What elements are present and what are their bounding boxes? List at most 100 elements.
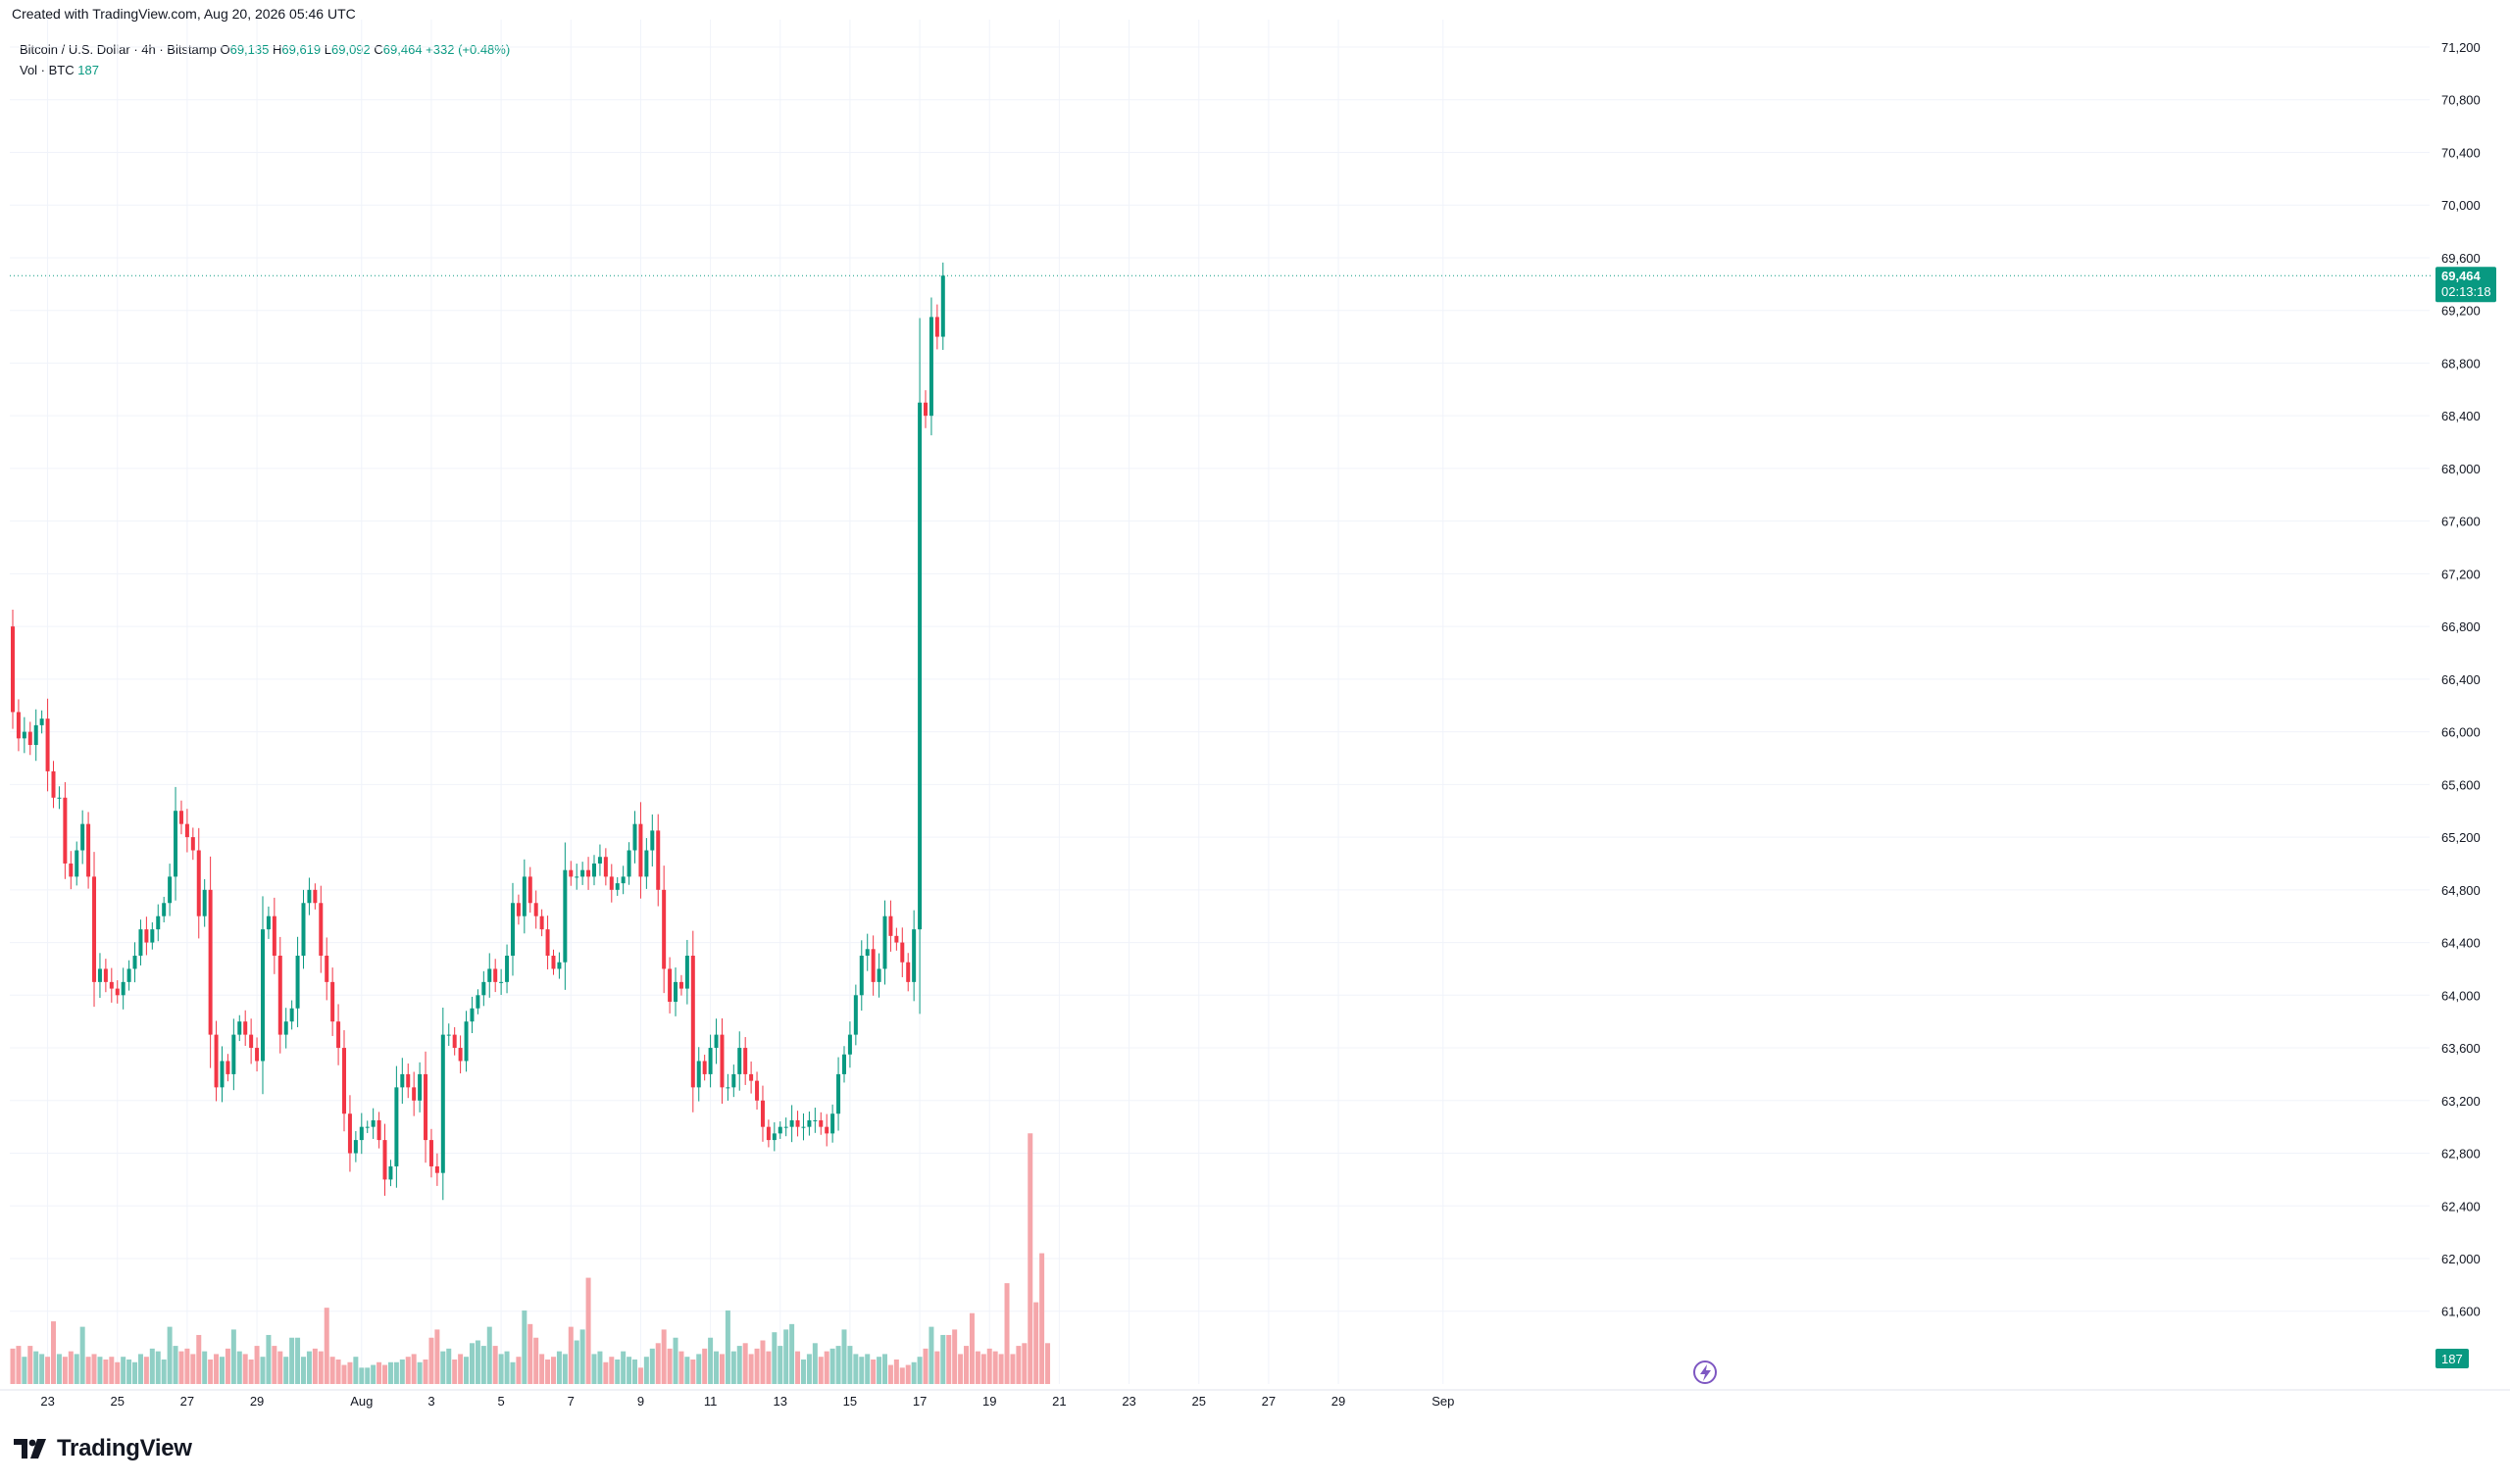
price-tick-label: 62,800 <box>2441 1147 2481 1162</box>
candle-body <box>39 718 44 725</box>
candle-body <box>743 1048 748 1074</box>
volume-bar <box>341 1364 347 1384</box>
volume-bar <box>1022 1343 1028 1384</box>
candle-body <box>45 718 50 771</box>
candle-body <box>900 942 905 963</box>
volume-bar <box>533 1337 539 1384</box>
candle-body <box>220 1061 225 1088</box>
time-axis[interactable]: 23 25 27 29 Aug 3 5 7 9 11 13 15 17 19 21 23 25 27 29 Sep <box>0 1389 2510 1409</box>
volume-bar <box>969 1312 975 1384</box>
candle-body <box>109 981 114 989</box>
volume-bar <box>510 1361 516 1384</box>
volume-bar <box>121 1357 126 1384</box>
volume-bar <box>958 1354 964 1384</box>
candle-body <box>720 1034 725 1088</box>
symbol-title[interactable]: Bitcoin / U.S. Dollar · 4h · Bitstamp <box>20 42 217 57</box>
volume-bar <box>371 1364 376 1384</box>
volume-bar <box>964 1346 970 1384</box>
candle-body <box>272 915 276 956</box>
candle-body <box>575 876 579 878</box>
volume-bar <box>452 1359 458 1384</box>
candle-body <box>940 275 945 337</box>
volume-bar <box>615 1359 621 1384</box>
volume-bar <box>196 1334 202 1384</box>
volume-label[interactable]: Vol · BTC <box>20 63 75 77</box>
volume-bar <box>940 1334 946 1384</box>
candle-body <box>27 731 32 746</box>
price-axis[interactable]: 71,200 70,800 70,400 70,000 69,600 69,200 68,8… <box>2441 40 2481 1319</box>
volume-bar <box>423 1359 428 1384</box>
candle-body <box>557 962 562 969</box>
candle-body <box>103 968 108 982</box>
volume-bar <box>289 1337 295 1384</box>
candle-body <box>609 876 614 890</box>
candle-body <box>277 956 282 1035</box>
volume-bar <box>393 1361 399 1384</box>
volume-bars <box>10 1133 1051 1384</box>
tradingview-logo[interactable]: TradingView <box>14 1435 192 1462</box>
volume-bar <box>877 1357 882 1384</box>
candle-body <box>783 1126 788 1128</box>
candle-body <box>749 1073 754 1081</box>
candle-body <box>295 956 300 1009</box>
candle-body <box>668 968 673 1003</box>
volume-bar <box>214 1354 220 1384</box>
lightning-icon[interactable] <box>1693 1360 1717 1384</box>
candle-body <box>847 1034 852 1055</box>
volume-bar <box>347 1361 353 1384</box>
time-tick-label: 19 <box>982 1394 996 1409</box>
volume-bar <box>469 1343 475 1384</box>
volume-bar <box>708 1337 714 1384</box>
candle-body <box>255 1048 260 1062</box>
candle-body <box>382 1140 387 1180</box>
volume-bar <box>365 1367 371 1384</box>
volume-bar <box>859 1357 865 1384</box>
candle-body <box>569 869 574 877</box>
candle-body <box>522 876 527 916</box>
volume-bar <box>812 1343 818 1384</box>
candle-body <box>80 823 85 851</box>
volume-bar <box>173 1346 178 1384</box>
volume-bar <box>760 1340 766 1384</box>
volume-bar <box>10 1348 16 1384</box>
candle-body <box>603 857 608 877</box>
high-label: H <box>272 42 282 57</box>
candle-body <box>487 968 492 982</box>
price-tick-label: 62,400 <box>2441 1199 2481 1213</box>
candle-body <box>11 626 15 713</box>
candle-body <box>726 1087 730 1089</box>
candle-body <box>92 876 97 982</box>
time-tick-label: 25 <box>111 1394 125 1409</box>
volume-bar <box>772 1332 778 1384</box>
candle-body <box>178 811 183 824</box>
candle-body <box>330 981 335 1022</box>
candle-body <box>86 823 91 877</box>
volume-bar <box>295 1337 301 1384</box>
volume-tag-value: 187 <box>2441 1352 2463 1366</box>
volume-bar <box>917 1357 923 1384</box>
volume-bar <box>952 1329 958 1384</box>
volume-bar <box>1039 1253 1045 1384</box>
time-tick-label: 13 <box>774 1394 787 1409</box>
time-tick-label: 9 <box>637 1394 644 1409</box>
candle-body <box>144 929 149 943</box>
volume-bar <box>719 1354 725 1384</box>
volume-bar <box>795 1351 801 1384</box>
volume-bar <box>109 1357 115 1384</box>
volume-bar <box>45 1357 51 1384</box>
volume-bar <box>312 1348 318 1384</box>
volume-bar <box>382 1364 388 1384</box>
candle-body <box>906 962 911 982</box>
volume-bar <box>446 1348 452 1384</box>
close-label: C <box>374 42 383 57</box>
volume-bar <box>353 1357 359 1384</box>
volume-bar <box>16 1346 22 1384</box>
volume-tag: 187 <box>2435 1349 2469 1368</box>
candle-body <box>615 883 620 890</box>
volume-bar <box>504 1351 510 1384</box>
candle-body <box>678 981 683 989</box>
volume-bar <box>242 1354 248 1384</box>
candle-body <box>871 949 876 982</box>
candle-body <box>476 995 480 1009</box>
